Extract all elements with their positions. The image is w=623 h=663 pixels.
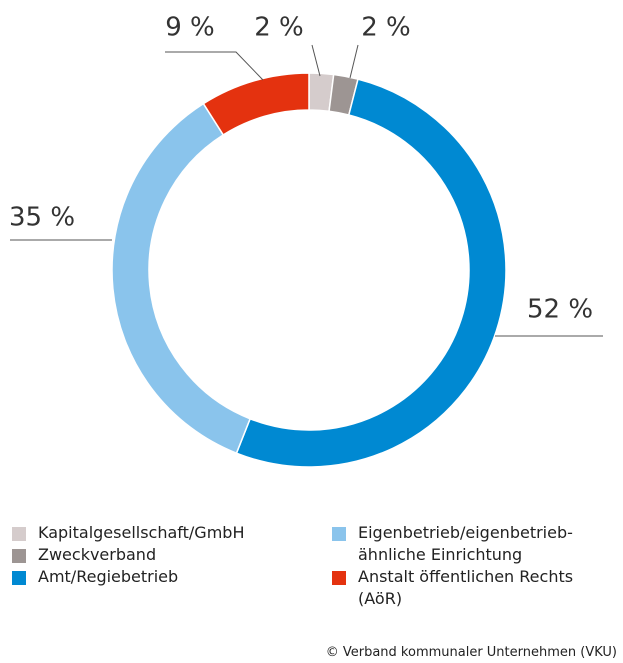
legend-item: Kapitalgesellschaft/GmbH	[12, 522, 288, 544]
legend-swatch	[332, 527, 346, 541]
source: © Verband kommunaler Unternehmen (VKU)	[325, 645, 617, 660]
legend-label: Anstalt öffentlichen Rechts (AöR)	[358, 567, 574, 608]
legend-swatch	[12, 527, 26, 541]
leader-line	[311, 44, 321, 77]
legend-item: Eigenbetrieb/eigenbetrieb-ähnliche Einri…	[332, 522, 608, 566]
legend-label: Eigenbetrieb/eigenbetrieb-ähnliche Einri…	[358, 523, 573, 564]
legend-swatch	[12, 571, 26, 585]
donut-slice	[235, 78, 507, 468]
donut-slice	[202, 72, 310, 136]
legend-label: Amt/Regiebetrieb	[38, 567, 179, 586]
legend-label: Kapitalgesellschaft/GmbH	[38, 523, 245, 542]
leader-line	[165, 51, 264, 81]
data-label: 52 %	[527, 295, 593, 325]
legend-swatch	[12, 549, 26, 563]
data-label: 35 %	[9, 203, 75, 233]
legend-label: Zweckverband	[38, 545, 157, 564]
legend-item: Anstalt öffentlichen Rechts (AöR)	[332, 566, 608, 610]
legend-item: Amt/Regiebetrieb	[12, 566, 288, 588]
leader-line	[349, 44, 359, 79]
data-label: 2 %	[361, 13, 411, 43]
data-label: 2 %	[254, 13, 304, 43]
donut-slice	[111, 102, 252, 455]
data-label: 9 %	[165, 13, 215, 43]
legend-swatch	[332, 571, 346, 585]
legend-item: Zweckverband	[12, 544, 288, 566]
chart: 2 % 2 % 52 % 35 % 9 %	[9, 13, 603, 468]
